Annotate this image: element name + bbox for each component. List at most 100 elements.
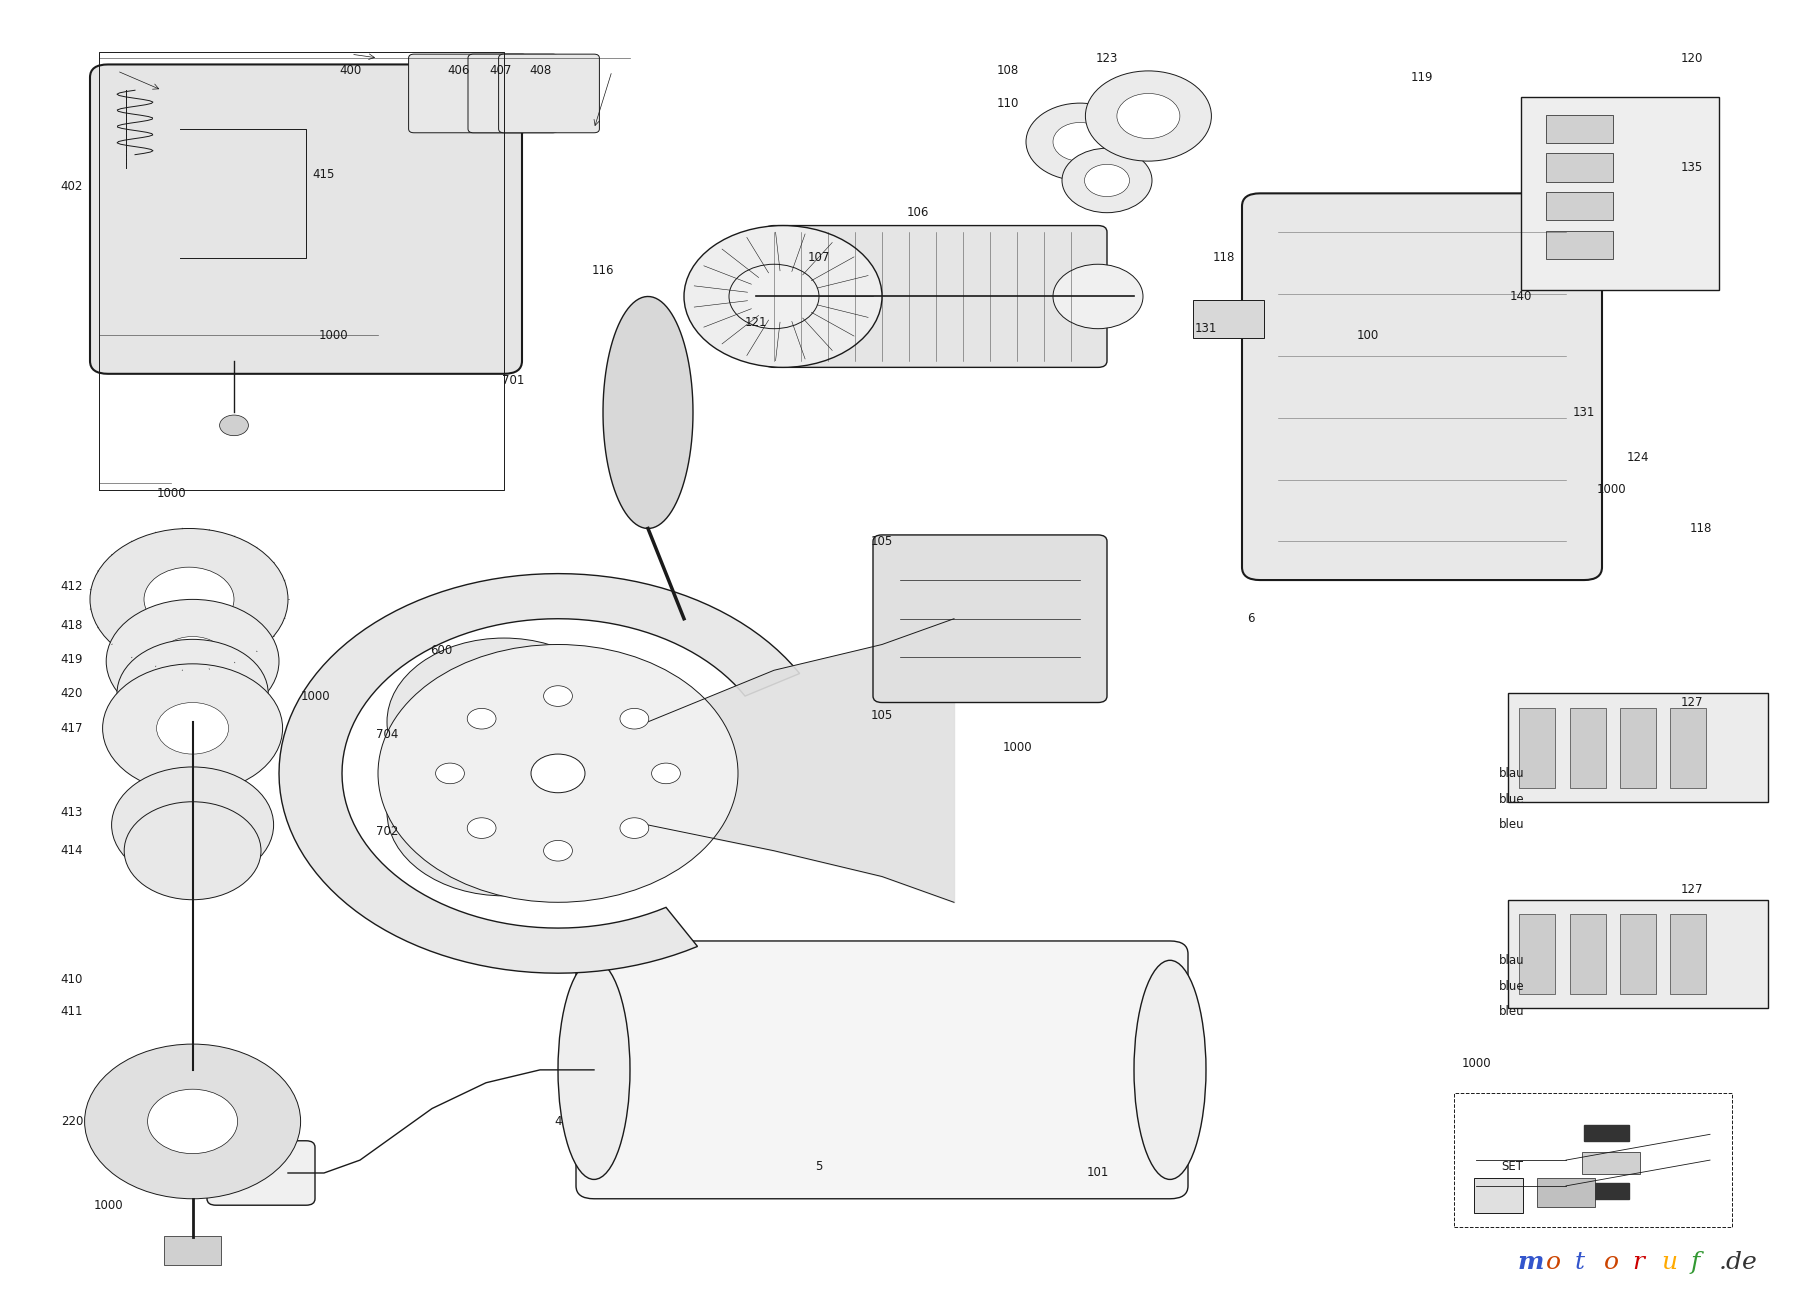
FancyBboxPatch shape: [1193, 300, 1264, 338]
Text: 118: 118: [1690, 522, 1712, 535]
Circle shape: [144, 567, 234, 632]
Text: 119: 119: [1411, 71, 1433, 84]
Text: 121: 121: [745, 316, 767, 329]
Text: 107: 107: [808, 251, 830, 264]
Circle shape: [1116, 94, 1181, 139]
Text: 402: 402: [61, 180, 83, 193]
Circle shape: [468, 709, 497, 730]
Text: 140: 140: [1510, 290, 1532, 303]
FancyBboxPatch shape: [1620, 914, 1656, 994]
Circle shape: [1085, 71, 1211, 161]
Text: 1000: 1000: [94, 1199, 122, 1212]
Text: 135: 135: [1681, 161, 1703, 174]
FancyBboxPatch shape: [1508, 900, 1768, 1008]
FancyBboxPatch shape: [1519, 914, 1555, 994]
Text: 108: 108: [997, 64, 1019, 77]
Text: 704: 704: [376, 728, 398, 741]
Circle shape: [112, 767, 274, 883]
Text: 118: 118: [1213, 251, 1235, 264]
Text: u: u: [1661, 1250, 1678, 1274]
Circle shape: [106, 599, 279, 723]
Ellipse shape: [1134, 960, 1206, 1179]
Ellipse shape: [558, 960, 630, 1179]
Circle shape: [387, 728, 621, 896]
FancyBboxPatch shape: [1474, 1178, 1523, 1213]
Text: 105: 105: [871, 709, 893, 722]
Text: 120: 120: [1681, 52, 1703, 64]
Circle shape: [85, 1044, 301, 1199]
Text: f: f: [1690, 1250, 1699, 1274]
FancyBboxPatch shape: [1521, 97, 1719, 290]
FancyBboxPatch shape: [468, 54, 558, 133]
FancyBboxPatch shape: [1670, 914, 1706, 994]
Text: 131: 131: [1195, 322, 1217, 335]
Text: 101: 101: [1087, 1167, 1109, 1179]
Text: blue: blue: [1499, 793, 1525, 806]
FancyBboxPatch shape: [1620, 708, 1656, 788]
FancyBboxPatch shape: [1570, 708, 1606, 788]
Text: 420: 420: [61, 687, 83, 700]
Text: 410: 410: [61, 973, 83, 986]
Text: 400: 400: [340, 64, 362, 77]
Text: o: o: [1604, 1250, 1618, 1274]
Text: 105: 105: [871, 535, 893, 548]
Circle shape: [463, 782, 545, 842]
FancyBboxPatch shape: [1546, 153, 1613, 182]
Text: 1000: 1000: [157, 487, 185, 500]
Polygon shape: [603, 296, 693, 528]
Circle shape: [619, 709, 648, 730]
Text: t: t: [1575, 1250, 1586, 1274]
Text: 131: 131: [1573, 406, 1595, 419]
Text: 116: 116: [592, 264, 614, 277]
Text: 419: 419: [61, 654, 83, 666]
Circle shape: [544, 840, 572, 861]
Text: 1000: 1000: [319, 329, 347, 342]
Circle shape: [1026, 103, 1134, 180]
Circle shape: [387, 638, 621, 806]
Polygon shape: [279, 574, 799, 973]
Text: 702: 702: [376, 825, 398, 838]
Text: 6: 6: [1247, 612, 1255, 625]
Text: 414: 414: [61, 844, 83, 857]
Text: 1000: 1000: [301, 690, 329, 703]
Circle shape: [463, 692, 545, 751]
Text: blau: blau: [1499, 767, 1525, 780]
FancyBboxPatch shape: [90, 64, 522, 374]
Circle shape: [684, 226, 882, 367]
Text: 1000: 1000: [1003, 741, 1031, 754]
Circle shape: [148, 1089, 238, 1154]
Circle shape: [103, 664, 283, 793]
Circle shape: [220, 415, 248, 436]
Circle shape: [436, 763, 464, 784]
Text: 110: 110: [997, 97, 1019, 110]
Circle shape: [531, 754, 585, 793]
Circle shape: [544, 686, 572, 706]
Circle shape: [158, 637, 227, 686]
Polygon shape: [1584, 1183, 1629, 1199]
Circle shape: [1053, 122, 1107, 161]
Text: 415: 415: [313, 168, 335, 180]
FancyBboxPatch shape: [1508, 693, 1768, 802]
Text: 124: 124: [1627, 451, 1649, 464]
Text: 123: 123: [1096, 52, 1118, 64]
FancyBboxPatch shape: [1546, 192, 1613, 220]
FancyBboxPatch shape: [576, 941, 1188, 1199]
Text: bleu: bleu: [1499, 1005, 1525, 1018]
Text: 1000: 1000: [1597, 483, 1625, 496]
Text: 100: 100: [1357, 329, 1379, 342]
Text: 5: 5: [815, 1160, 823, 1173]
Text: 4: 4: [554, 1115, 562, 1128]
Circle shape: [378, 644, 738, 902]
Text: 417: 417: [61, 722, 83, 735]
Text: 600: 600: [430, 644, 452, 657]
Text: 701: 701: [502, 374, 524, 387]
FancyBboxPatch shape: [499, 54, 599, 133]
Text: 127: 127: [1681, 696, 1703, 709]
Text: m: m: [1517, 1249, 1544, 1274]
FancyBboxPatch shape: [1546, 231, 1613, 259]
Text: 106: 106: [907, 206, 929, 219]
Circle shape: [1053, 264, 1143, 329]
Text: 1000: 1000: [1462, 1057, 1490, 1070]
FancyBboxPatch shape: [1582, 1152, 1640, 1174]
Circle shape: [472, 737, 536, 782]
